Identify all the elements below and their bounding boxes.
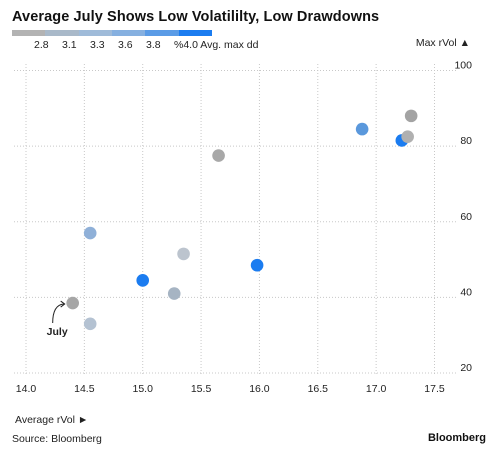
- x-tick-label-2: 15.0: [132, 383, 153, 395]
- x-tick-label-1: 14.5: [74, 383, 95, 395]
- legend-label-0: 2.8: [34, 39, 49, 51]
- data-point-10: [401, 130, 414, 143]
- x-tick-label-0: 14.0: [16, 383, 37, 395]
- data-point-7: [250, 258, 264, 272]
- y-tick-label-3: 80: [460, 135, 472, 147]
- data-point-3: [136, 274, 150, 287]
- legend-label-1: 3.1: [62, 39, 77, 51]
- x-tick-label-7: 17.5: [424, 383, 445, 395]
- brand-logo: Bloomberg: [427, 432, 486, 444]
- data-point-11: [404, 109, 418, 123]
- data-point-6: [212, 149, 225, 162]
- legend-color-bar: [12, 30, 212, 36]
- legend-swatch-3: [111, 30, 146, 36]
- legend-label-5: %4.0 Avg. max dd: [174, 39, 259, 51]
- data-point-8: [355, 122, 369, 136]
- annotation-arrowhead-0: [60, 300, 66, 308]
- y-tick-label-4: 100: [454, 60, 472, 72]
- data-point-4: [167, 287, 181, 300]
- chart-title: Average July Shows Low Volatililty, Low …: [12, 9, 380, 25]
- y-axis-label: Max rVol ▲: [415, 37, 470, 49]
- data-point-0: [66, 296, 79, 310]
- y-tick-label-2: 60: [460, 211, 472, 223]
- legend-label-3: 3.6: [118, 39, 133, 51]
- data-point-5: [177, 247, 190, 261]
- legend-swatch-4: [145, 30, 179, 36]
- annotation-arrow-0: [52, 303, 64, 324]
- legend-swatch-2: [78, 30, 112, 36]
- legend-swatch-1: [45, 30, 79, 36]
- legend-label-2: 3.3: [90, 39, 105, 51]
- y-tick-label-1: 40: [460, 286, 472, 298]
- x-tick-label-3: 15.5: [191, 383, 212, 395]
- color-legend: 2.8 3.1 3.3 3.6 3.8 %4.0 Avg. max dd: [12, 30, 272, 54]
- x-tick-label-4: 16.0: [249, 383, 270, 395]
- x-tick-label-6: 17.0: [366, 383, 387, 395]
- x-tick-label-5: 16.5: [308, 383, 329, 395]
- legend-label-4: 3.8: [146, 39, 161, 51]
- legend-swatch-5: [178, 30, 212, 36]
- annotation-label-0: July: [47, 326, 68, 338]
- data-point-1: [83, 317, 97, 331]
- source-note: Source: Bloomberg: [12, 433, 102, 445]
- data-point-2: [83, 226, 97, 240]
- legend-swatch-0: [12, 30, 46, 36]
- y-tick-label-0: 20: [460, 362, 472, 374]
- x-axis-label: Average rVol ►: [15, 414, 89, 426]
